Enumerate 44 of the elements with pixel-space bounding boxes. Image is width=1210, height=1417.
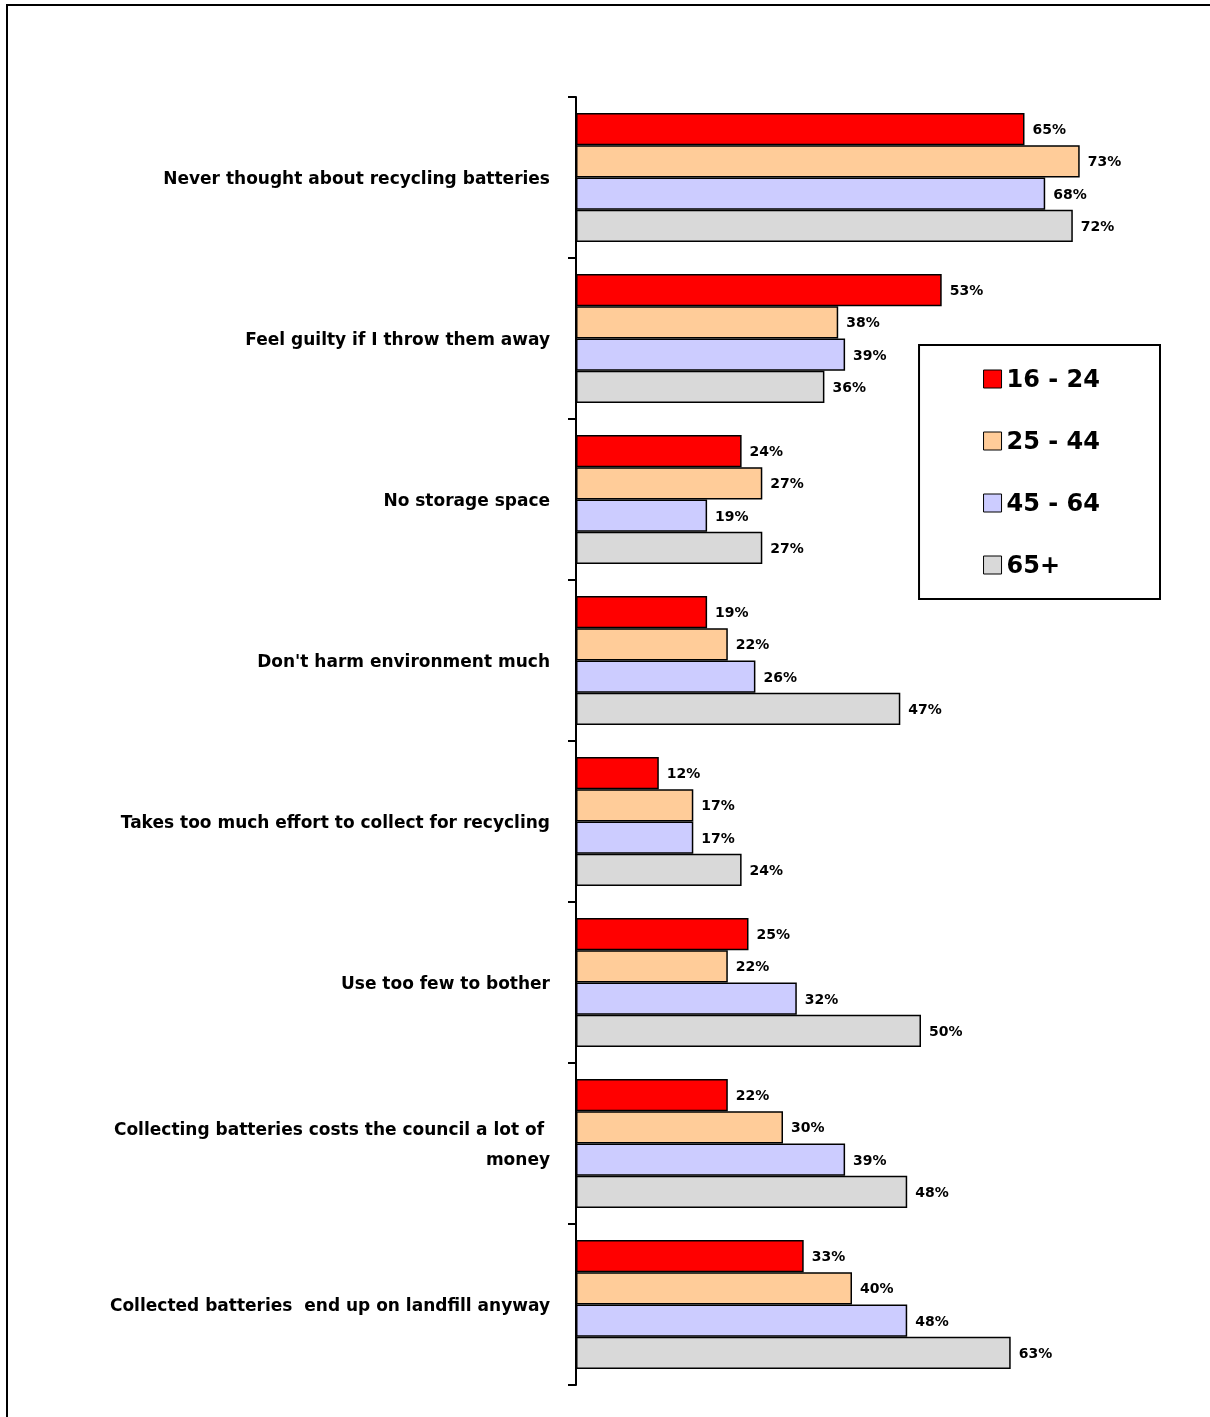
data-label: 72% [1080,217,1115,234]
y-tick-label: Use too few to bother [340,972,551,993]
y-tick-label: Collected batteries end up on landfill anyway [109,1294,550,1315]
data-label: 22% [735,1087,770,1104]
data-label: 17% [701,797,735,814]
data-label: 63% [1018,1344,1053,1361]
data-label: 24% [749,861,784,878]
data-label: 73% [1087,153,1122,170]
data-label: 22% [735,636,770,653]
y-tick-label: Feel guilty if I throw them away [245,328,550,349]
data-label: 38% [846,314,880,331]
data-label: 25% [756,926,791,943]
data-label: 47% [908,700,942,717]
legend-label: 16 - 24 [1006,365,1100,393]
y-tick-label: Don't harm environment much [257,650,550,671]
data-label: 27% [770,475,804,492]
data-label: 50% [929,1022,963,1039]
data-label: 19% [715,507,749,524]
data-label: 12% [666,765,701,782]
data-label: 30% [791,1119,825,1136]
data-label: 48% [915,1183,949,1200]
y-tick-label: Takes too much effort to collect for recycling [120,811,550,832]
data-label: 32% [804,990,839,1007]
data-label: 27% [770,539,804,556]
legend-label: 65+ [1006,551,1061,579]
data-label: 65% [1032,121,1067,138]
data-label: 68% [1053,185,1087,202]
data-label: 39% [853,346,887,363]
data-label: 24% [749,443,784,460]
legend-label: 25 - 44 [1006,427,1100,455]
data-label: 48% [915,1312,949,1329]
data-label: 26% [763,668,797,685]
data-label: 33% [811,1248,846,1265]
y-tick-label: Collecting batteries costs the council a lot of money [113,1118,550,1169]
legend-label: 45 - 64 [1006,489,1100,517]
data-label: 17% [701,829,735,846]
data-label: 22% [735,958,770,975]
y-tick-label: No storage space [383,489,550,510]
data-label: 39% [853,1151,887,1168]
data-label: 40% [860,1280,894,1297]
data-label: 19% [715,604,749,621]
data-label: 53% [949,282,984,299]
data-label: 36% [832,378,866,395]
y-tick-label: Never thought about recycling batteries [163,167,550,188]
